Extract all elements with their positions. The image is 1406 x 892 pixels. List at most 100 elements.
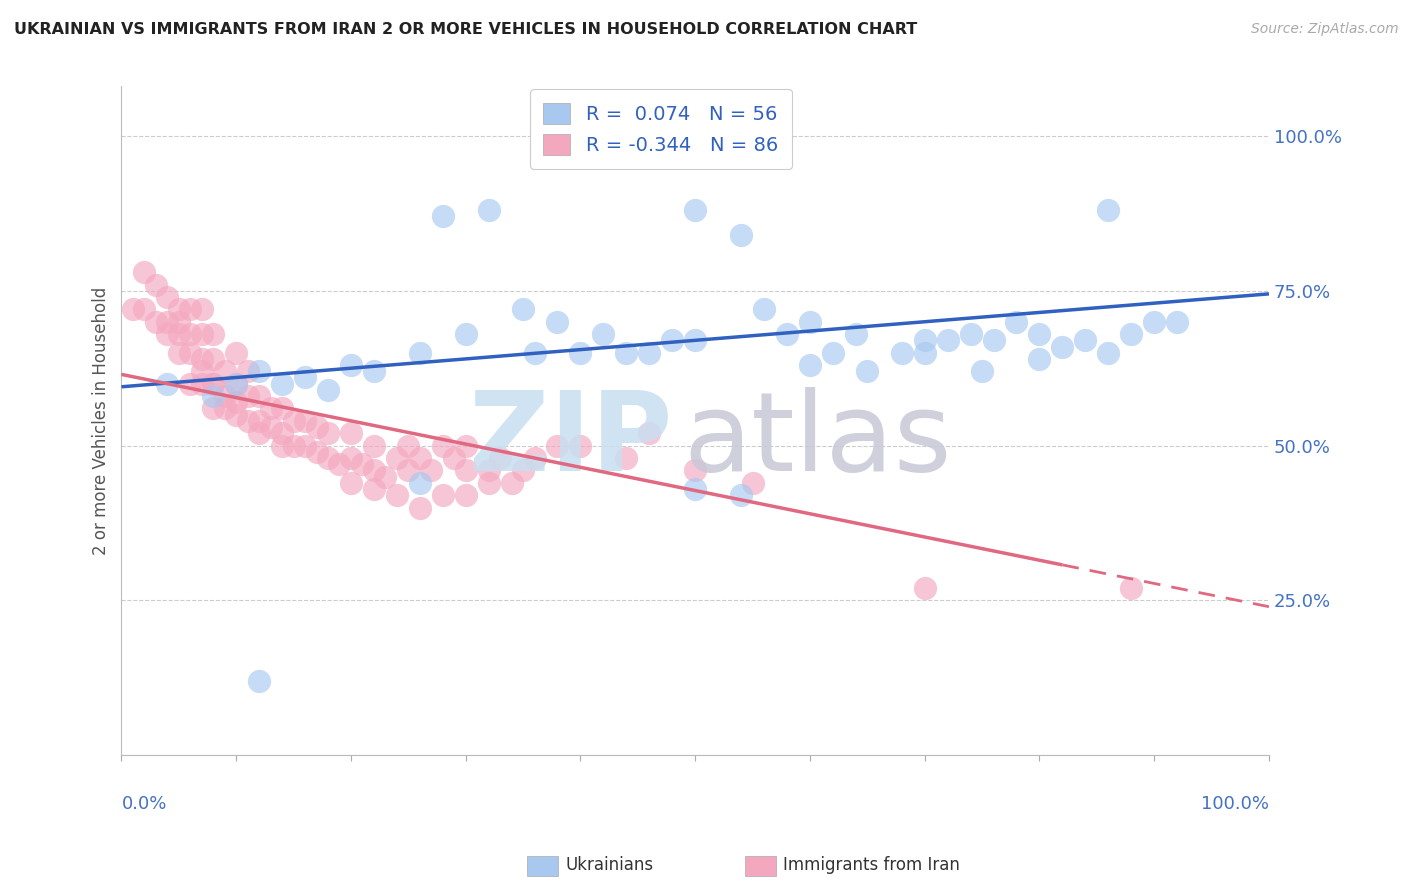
Point bbox=[845, 327, 868, 342]
Point bbox=[247, 389, 270, 403]
Point bbox=[156, 290, 179, 304]
Point bbox=[363, 482, 385, 496]
Point bbox=[191, 364, 214, 378]
Point bbox=[409, 500, 432, 515]
Point bbox=[202, 389, 225, 403]
Point bbox=[122, 302, 145, 317]
Point bbox=[236, 389, 259, 403]
Point bbox=[214, 364, 236, 378]
Point bbox=[352, 457, 374, 471]
Point bbox=[179, 376, 201, 391]
Point bbox=[202, 401, 225, 416]
Point bbox=[179, 345, 201, 359]
Point bbox=[202, 351, 225, 366]
Point bbox=[145, 315, 167, 329]
Point bbox=[776, 327, 799, 342]
Point bbox=[683, 203, 706, 218]
Point bbox=[225, 376, 247, 391]
Point bbox=[134, 265, 156, 279]
Point bbox=[501, 475, 523, 490]
Point bbox=[959, 327, 981, 342]
Point bbox=[454, 439, 477, 453]
Point bbox=[145, 277, 167, 292]
Point bbox=[489, 450, 512, 465]
Text: Ukrainians: Ukrainians bbox=[565, 856, 654, 874]
Point bbox=[1143, 315, 1166, 329]
Point bbox=[316, 426, 339, 441]
Point bbox=[340, 358, 363, 372]
Point bbox=[156, 315, 179, 329]
Point bbox=[340, 426, 363, 441]
Point bbox=[179, 302, 201, 317]
Point bbox=[730, 227, 752, 242]
Point bbox=[730, 488, 752, 502]
Legend: R =  0.074   N = 56, R = -0.344   N = 86: R = 0.074 N = 56, R = -0.344 N = 86 bbox=[530, 89, 792, 169]
Point bbox=[914, 345, 936, 359]
Point bbox=[443, 450, 465, 465]
Point bbox=[271, 426, 294, 441]
Point bbox=[167, 302, 190, 317]
Point bbox=[294, 414, 316, 428]
Point bbox=[167, 345, 190, 359]
Point bbox=[156, 327, 179, 342]
Text: 0.0%: 0.0% bbox=[121, 796, 167, 814]
Point bbox=[283, 439, 305, 453]
Point bbox=[202, 376, 225, 391]
Point bbox=[1121, 327, 1143, 342]
Point bbox=[683, 334, 706, 348]
Y-axis label: 2 or more Vehicles in Household: 2 or more Vehicles in Household bbox=[93, 286, 110, 555]
Point bbox=[305, 445, 328, 459]
Point bbox=[316, 383, 339, 397]
Text: 100.0%: 100.0% bbox=[1201, 796, 1270, 814]
Text: ZIP: ZIP bbox=[468, 387, 672, 494]
Point bbox=[409, 450, 432, 465]
Point bbox=[316, 450, 339, 465]
Point bbox=[271, 376, 294, 391]
Point bbox=[247, 364, 270, 378]
Point bbox=[396, 463, 419, 477]
Point bbox=[914, 334, 936, 348]
Point bbox=[432, 488, 454, 502]
Point bbox=[214, 401, 236, 416]
Point bbox=[478, 475, 501, 490]
Text: UKRAINIAN VS IMMIGRANTS FROM IRAN 2 OR MORE VEHICLES IN HOUSEHOLD CORRELATION CH: UKRAINIAN VS IMMIGRANTS FROM IRAN 2 OR M… bbox=[14, 22, 917, 37]
Point bbox=[592, 327, 614, 342]
Point bbox=[409, 475, 432, 490]
Point bbox=[247, 426, 270, 441]
Point bbox=[1097, 203, 1119, 218]
Point bbox=[191, 302, 214, 317]
Point bbox=[454, 463, 477, 477]
Point bbox=[247, 673, 270, 688]
Point bbox=[638, 345, 661, 359]
Point bbox=[1028, 327, 1050, 342]
Point bbox=[340, 450, 363, 465]
Point bbox=[409, 345, 432, 359]
Point bbox=[523, 450, 546, 465]
Point bbox=[385, 488, 408, 502]
Point bbox=[1166, 315, 1188, 329]
Point bbox=[167, 327, 190, 342]
Point bbox=[271, 439, 294, 453]
Point bbox=[294, 439, 316, 453]
Point bbox=[856, 364, 879, 378]
Point bbox=[214, 389, 236, 403]
Point bbox=[454, 488, 477, 502]
Point bbox=[225, 376, 247, 391]
Point bbox=[683, 463, 706, 477]
Point bbox=[179, 327, 201, 342]
Point bbox=[225, 395, 247, 409]
Point bbox=[821, 345, 844, 359]
Point bbox=[271, 401, 294, 416]
Point bbox=[191, 327, 214, 342]
Point bbox=[1052, 339, 1074, 353]
Point bbox=[283, 414, 305, 428]
Point bbox=[363, 364, 385, 378]
Point bbox=[236, 364, 259, 378]
Point bbox=[970, 364, 993, 378]
Text: Source: ZipAtlas.com: Source: ZipAtlas.com bbox=[1251, 22, 1399, 37]
Point bbox=[547, 315, 569, 329]
Point bbox=[225, 345, 247, 359]
Point bbox=[328, 457, 350, 471]
Point bbox=[799, 315, 821, 329]
Point bbox=[547, 439, 569, 453]
